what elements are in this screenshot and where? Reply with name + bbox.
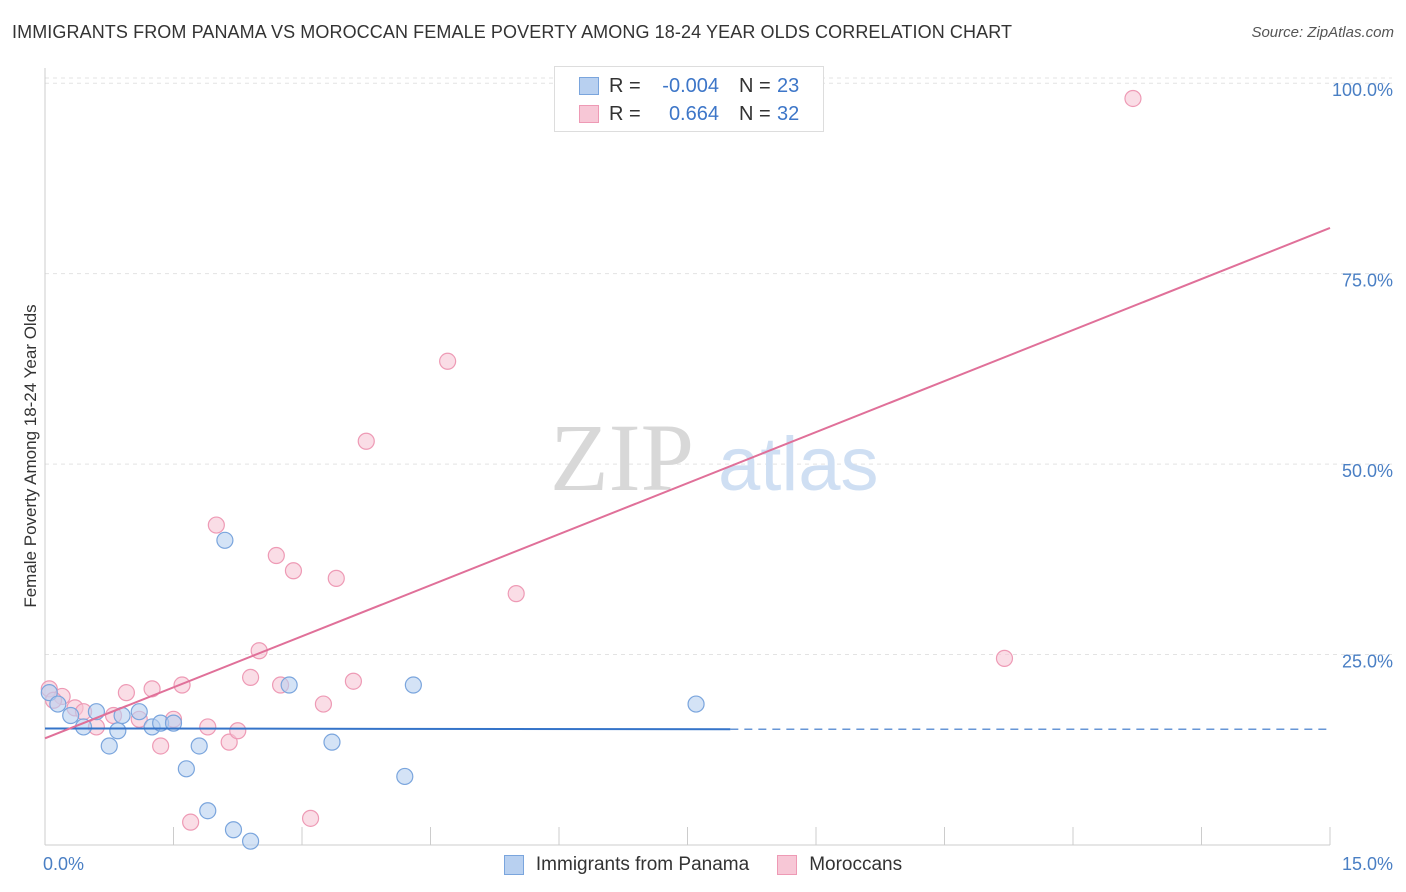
panama-swatch: [579, 77, 599, 95]
x-tick-label: 0.0%: [43, 854, 84, 874]
moroccan-point: [152, 737, 170, 755]
moroccan-point: [327, 569, 345, 587]
panama-point: [216, 531, 234, 549]
chart-source: Source: ZipAtlas.com: [1251, 24, 1394, 41]
n-value-panama: 23: [777, 74, 800, 97]
legend-item-moroccans: Moroccans: [777, 854, 902, 876]
moroccans-swatch: [579, 105, 599, 123]
grid-lines: [45, 77, 1392, 656]
moroccan-point: [344, 672, 362, 690]
panama-point: [164, 714, 183, 732]
panama-point: [199, 802, 217, 820]
n-label: N =: [739, 74, 771, 97]
axis-labels: Female Poverty Among 18-24 Year Olds 25.…: [21, 80, 1393, 874]
panama-point: [190, 737, 208, 755]
moroccan-point: [314, 695, 333, 713]
panama-point: [177, 760, 195, 778]
panama-point: [396, 767, 414, 786]
moroccan-point: [995, 649, 1014, 667]
panama-point: [242, 832, 260, 850]
moroccan-point: [301, 809, 320, 827]
panama-point: [40, 684, 58, 702]
moroccan-point: [182, 813, 200, 831]
moroccan-point: [507, 585, 525, 603]
moroccan-point: [267, 546, 285, 565]
y-tick-label: 25.0%: [1342, 652, 1393, 672]
moroccan-point: [207, 516, 225, 534]
series-legend: Immigrants from Panama Moroccans: [0, 852, 1406, 878]
legend-item-panama: Immigrants from Panama: [503, 854, 750, 876]
legend-label-moroccans: Moroccans: [809, 854, 903, 875]
chart-title: IMMIGRANTS FROM PANAMA VS MOROCCAN FEMAL…: [12, 22, 1013, 42]
stats-legend: R = -0.004 N = 23 R = 0.664 N = 32: [554, 66, 824, 132]
panama-point: [280, 676, 298, 694]
panama-point: [100, 737, 118, 755]
legend-swatch-panama: [503, 855, 524, 875]
r-label: R =: [609, 102, 641, 125]
moroccan-trend-line: [44, 227, 1331, 740]
x-tick-label: 15.0%: [1342, 854, 1393, 874]
trend-lines: [44, 227, 1331, 740]
stats-legend-row-moroccans: R = 0.664 N = 32: [555, 100, 799, 128]
panama-point: [404, 676, 422, 694]
moroccan-point: [357, 432, 375, 450]
panama-point: [224, 821, 243, 839]
moroccan-point: [220, 733, 238, 751]
moroccan-point: [173, 676, 191, 694]
panama-point: [49, 695, 67, 713]
y-tick-label: 50.0%: [1342, 461, 1393, 481]
axes: [44, 68, 1331, 846]
panama-point: [687, 695, 705, 713]
r-value-moroccans: 0.664: [668, 102, 719, 125]
watermark: ZIP atlas: [550, 404, 879, 511]
y-axis-label: Female Poverty Among 18-24 Year Olds: [21, 304, 40, 607]
n-value-moroccans: 32: [777, 102, 800, 125]
y-tick-label: 100.0%: [1332, 80, 1393, 100]
legend-swatch-moroccans: [777, 855, 798, 875]
r-label: R =: [609, 74, 641, 97]
moroccan-point: [117, 684, 135, 702]
r-value-panama: -0.004: [662, 74, 719, 97]
moroccan-point: [284, 562, 303, 580]
moroccan-point: [199, 718, 217, 736]
moroccan-point: [1124, 89, 1142, 108]
watermark-zip: ZIP: [550, 404, 694, 511]
legend-label-panama: Immigrants from Panama: [535, 854, 750, 875]
stats-legend-row-panama: R = -0.004 N = 23: [555, 72, 799, 100]
panama-trend-line: [44, 727, 731, 731]
y-tick-label: 75.0%: [1342, 271, 1393, 291]
moroccan-point: [439, 352, 457, 370]
panama-point: [62, 706, 80, 725]
n-label: N =: [739, 102, 771, 125]
data-points: [40, 89, 1142, 850]
watermark-atlas: atlas: [718, 422, 879, 507]
moroccan-point: [229, 722, 247, 740]
panama-point: [130, 703, 148, 721]
moroccan-point: [242, 668, 260, 687]
panama-point: [323, 733, 341, 751]
panama-point: [109, 722, 127, 740]
